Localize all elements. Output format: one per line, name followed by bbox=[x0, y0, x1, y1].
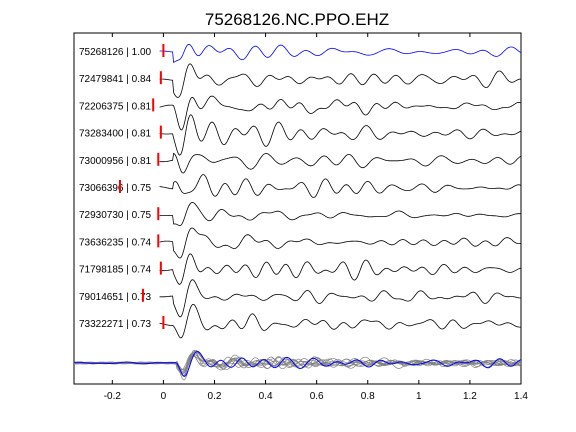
trace-label-4: 73283400 | 0.81 bbox=[79, 129, 152, 140]
trace-line-11 bbox=[159, 304, 522, 339]
trace-line-10 bbox=[159, 279, 521, 318]
trace-line-8 bbox=[159, 227, 522, 259]
trace-label-11: 73322271 | 0.73 bbox=[79, 319, 152, 330]
plot-area bbox=[73, 32, 522, 385]
trace-label-8: 73636235 | 0.74 bbox=[79, 237, 152, 248]
trace-line-7 bbox=[159, 201, 522, 227]
x-tick-label: 0.2 bbox=[208, 391, 222, 402]
trace-label-10: 79014651 | 0.73 bbox=[79, 292, 152, 303]
trace-label-1: 75268126 | 1.00 bbox=[79, 47, 152, 58]
x-tick-label: 1.4 bbox=[514, 391, 528, 402]
trace-labels-layer: 75268126 | 1.00 72479841 | 0.84 72206375 |… bbox=[79, 47, 152, 330]
trace-line-6 bbox=[159, 174, 522, 198]
x-tick-label: 0 bbox=[161, 391, 167, 402]
trace-label-5: 73000956 | 0.81 bbox=[79, 156, 152, 167]
trace-line-5 bbox=[159, 152, 522, 174]
x-tick-label: -0.2 bbox=[104, 391, 122, 402]
x-tick-label: 1.2 bbox=[463, 391, 477, 402]
x-tick-label: 0.4 bbox=[259, 391, 273, 402]
x-tick-label: 1 bbox=[416, 391, 422, 402]
trace-line-1 bbox=[159, 43, 522, 64]
pick-markers-layer bbox=[118, 44, 165, 329]
trace-line-2 bbox=[159, 63, 521, 98]
trace-label-9: 71798185 | 0.74 bbox=[79, 265, 152, 276]
trace-label-3: 72206375 | 0.81 bbox=[79, 101, 152, 112]
x-tick-label: 0.8 bbox=[361, 391, 375, 402]
trace-line-4 bbox=[159, 114, 522, 156]
trace-label-2: 72479841 | 0.84 bbox=[79, 74, 152, 85]
stack-reference-trace bbox=[73, 350, 522, 377]
trace-label-6: 73066396 | 0.75 bbox=[79, 183, 152, 194]
trace-line-9 bbox=[159, 253, 522, 285]
trace-line-3 bbox=[159, 95, 522, 131]
x-tick-label: 0.6 bbox=[310, 391, 324, 402]
chart-title: 75268126.NC.PPO.EHZ bbox=[205, 10, 389, 29]
stack-layer bbox=[73, 349, 522, 381]
stack-trace-9 bbox=[73, 353, 522, 371]
x-axis: -0.2 0 0.2 0.4 0.6 0.8 1 1.2 1.4 bbox=[104, 33, 528, 402]
traces-layer bbox=[159, 43, 522, 339]
trace-label-7: 72930730 | 0.75 bbox=[79, 210, 152, 221]
